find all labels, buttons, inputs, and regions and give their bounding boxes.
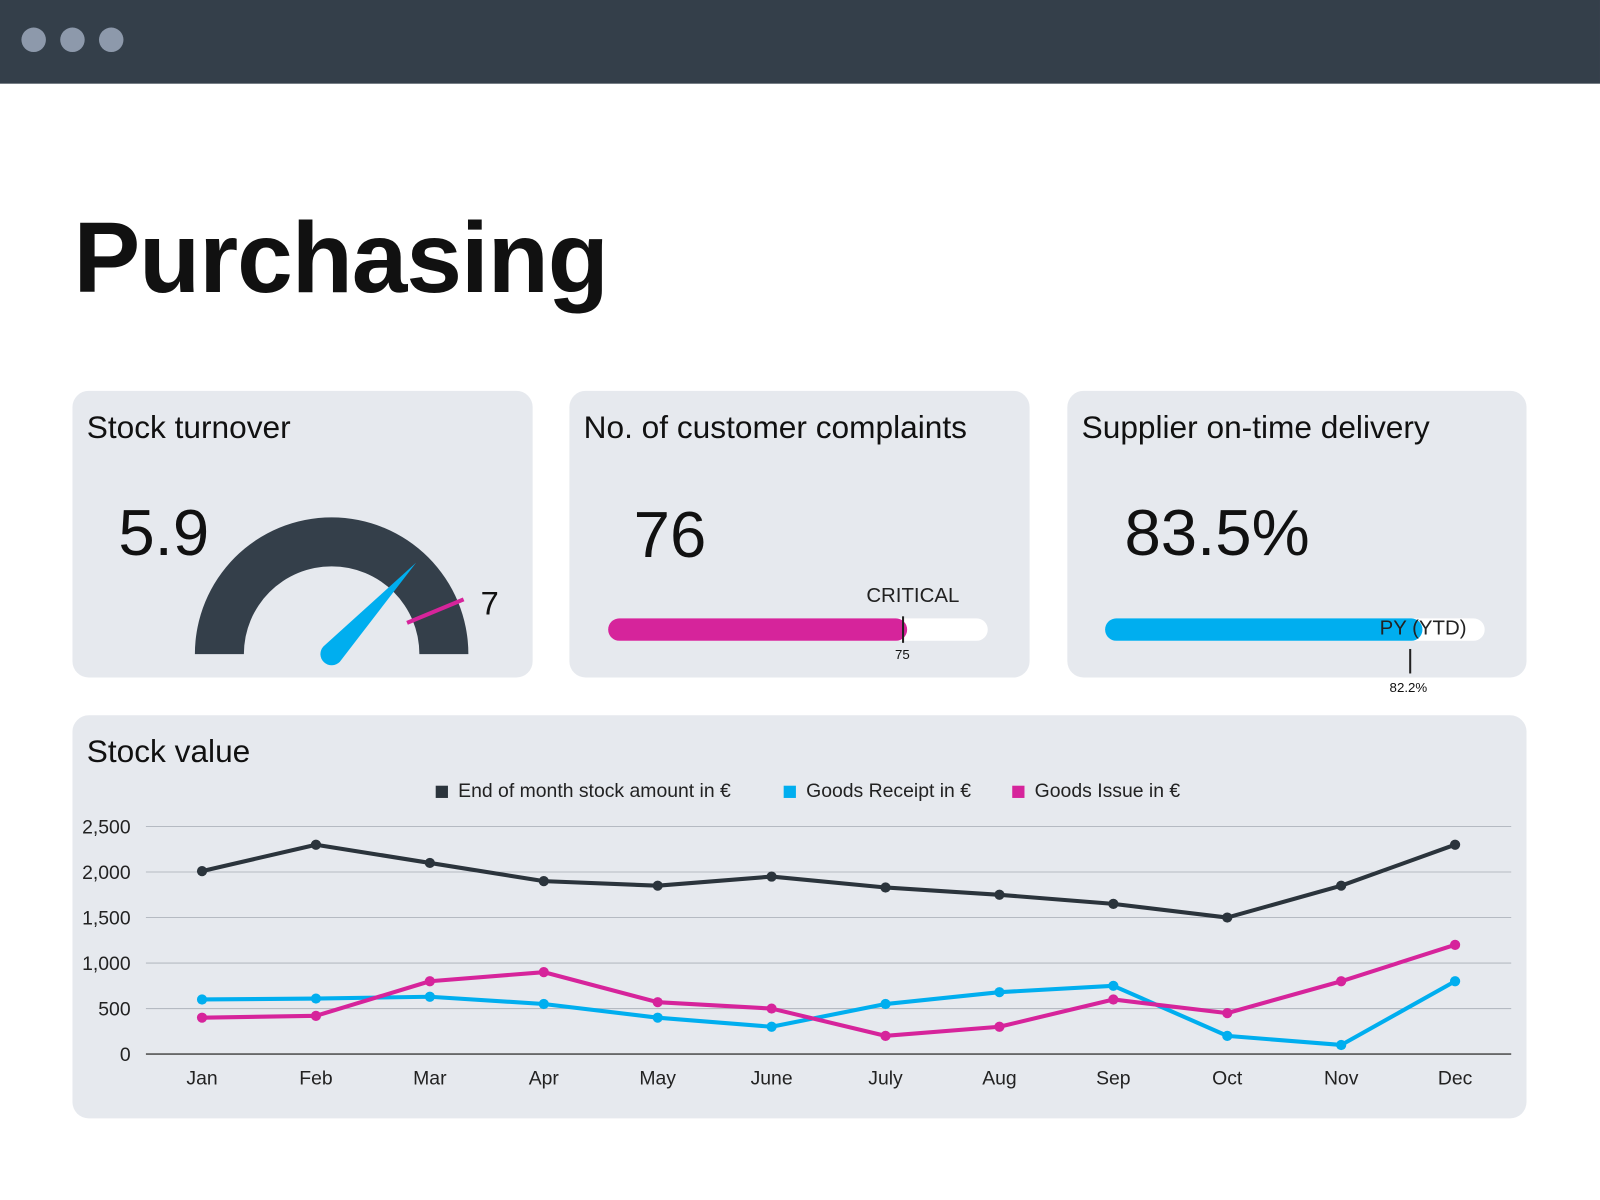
data-point <box>310 993 322 1004</box>
x-tick-label: May <box>639 1068 676 1090</box>
data-point <box>538 876 549 887</box>
data-point <box>652 997 663 1008</box>
data-point <box>1449 976 1461 987</box>
customer-complaints-card: No. of customer complaints 76 CRITICAL 7… <box>569 390 1030 678</box>
legend-item-issue: Goods Issue in € <box>1012 781 1180 803</box>
data-point <box>1108 980 1119 991</box>
data-point <box>538 967 549 978</box>
reference-value: 82.2% <box>1389 679 1428 695</box>
threshold-label: CRITICAL <box>866 584 960 608</box>
data-point <box>994 1021 1005 1032</box>
data-point <box>424 976 435 987</box>
x-tick-label: Nov <box>1324 1068 1359 1090</box>
gauge-arc <box>194 517 469 655</box>
data-point <box>1336 976 1347 987</box>
chart-title: Stock value <box>86 733 251 770</box>
kpi-value: 5.9 <box>118 495 210 570</box>
window-titlebar <box>0 0 1600 84</box>
data-point <box>994 987 1005 998</box>
card-title: No. of customer complaints <box>583 409 967 445</box>
supplier-delivery-card: Supplier on-time delivery 83.5% PY (YTD)… <box>1067 390 1527 695</box>
window-maximize-button[interactable] <box>98 27 124 53</box>
card-title: Stock turnover <box>86 409 291 445</box>
data-point <box>424 857 435 869</box>
data-point <box>196 1012 208 1023</box>
window-minimize-button[interactable] <box>60 27 85 53</box>
data-point <box>652 880 663 891</box>
data-point <box>538 998 549 1010</box>
x-tick-label: Mar <box>413 1068 447 1090</box>
data-point <box>196 994 208 1005</box>
data-point <box>880 1030 891 1041</box>
data-point <box>1108 898 1119 909</box>
data-point <box>880 998 891 1010</box>
x-tick-label: Apr <box>529 1068 560 1090</box>
data-point <box>766 1021 777 1032</box>
y-tick-label: 2,500 <box>82 817 131 839</box>
reference-marker <box>1408 648 1411 674</box>
data-point <box>1222 912 1233 923</box>
data-point <box>1222 1030 1233 1041</box>
delivery-bar-fill <box>1105 618 1423 641</box>
x-tick-label: Oct <box>1212 1068 1243 1090</box>
gauge-needle <box>320 562 417 666</box>
complaints-bar-fill <box>608 618 908 641</box>
series-line <box>201 842 1456 920</box>
data-point <box>1222 1008 1233 1019</box>
window-close-button[interactable] <box>21 27 46 53</box>
data-point <box>652 1012 663 1023</box>
data-point <box>196 866 208 877</box>
legend-swatch <box>783 785 796 798</box>
y-tick-label: 1,500 <box>82 908 131 930</box>
x-tick-label: June <box>751 1068 793 1090</box>
complaints-bar <box>608 616 988 643</box>
data-point <box>310 839 322 850</box>
data-point <box>310 1010 322 1021</box>
data-point <box>766 1003 777 1014</box>
y-tick-label: 1,000 <box>82 953 131 975</box>
legend-swatch <box>1012 785 1025 798</box>
stock-value-card: Stock value <box>72 715 1527 1119</box>
x-tick-label: July <box>868 1068 903 1090</box>
x-tick-label: Jan <box>186 1068 217 1090</box>
threshold-value: 75 <box>895 646 910 663</box>
threshold-marker <box>902 616 905 643</box>
delivery-bar <box>1105 618 1485 641</box>
y-tick-label: 0 <box>120 1044 131 1066</box>
legend-label: Goods Issue in € <box>1034 780 1181 803</box>
legend-item-receipt: Goods Receipt in € <box>783 780 972 803</box>
gauge-target-marker <box>406 597 465 625</box>
kpi-value: 76 <box>633 497 707 572</box>
data-point <box>1449 939 1461 950</box>
y-tick-label: 500 <box>98 999 131 1021</box>
kpi-value: 83.5% <box>1124 495 1310 570</box>
data-point <box>1336 1039 1347 1051</box>
gauge-chart <box>194 517 469 666</box>
legend-swatch <box>435 785 448 798</box>
data-point <box>424 991 435 1002</box>
data-point <box>1449 839 1461 850</box>
data-point <box>880 882 891 893</box>
legend-label: End of month stock amount in € <box>458 780 731 803</box>
data-point <box>1336 880 1347 891</box>
data-point <box>766 871 777 882</box>
series-line <box>202 942 1456 1038</box>
reference-label: PY (YTD) <box>1379 617 1467 640</box>
data-point <box>994 889 1005 900</box>
x-tick-label: Sep <box>1096 1068 1130 1090</box>
page-title: Purchasing <box>73 201 608 314</box>
x-tick-label: Dec <box>1438 1068 1473 1090</box>
card-title: Supplier on-time delivery <box>1081 409 1430 445</box>
y-tick-label: 2,000 <box>82 862 131 884</box>
gauge-target-label: 7 <box>480 584 499 622</box>
legend-label: Goods Receipt in € <box>806 780 972 803</box>
x-tick-label: Aug <box>982 1068 1016 1090</box>
legend-item-stock: End of month stock amount in € <box>435 780 731 803</box>
x-tick-label: Feb <box>299 1068 332 1090</box>
stock-turnover-card: Stock turnover 5.9 7 <box>72 390 533 678</box>
data-point <box>1108 994 1119 1005</box>
series-line <box>202 979 1457 1048</box>
